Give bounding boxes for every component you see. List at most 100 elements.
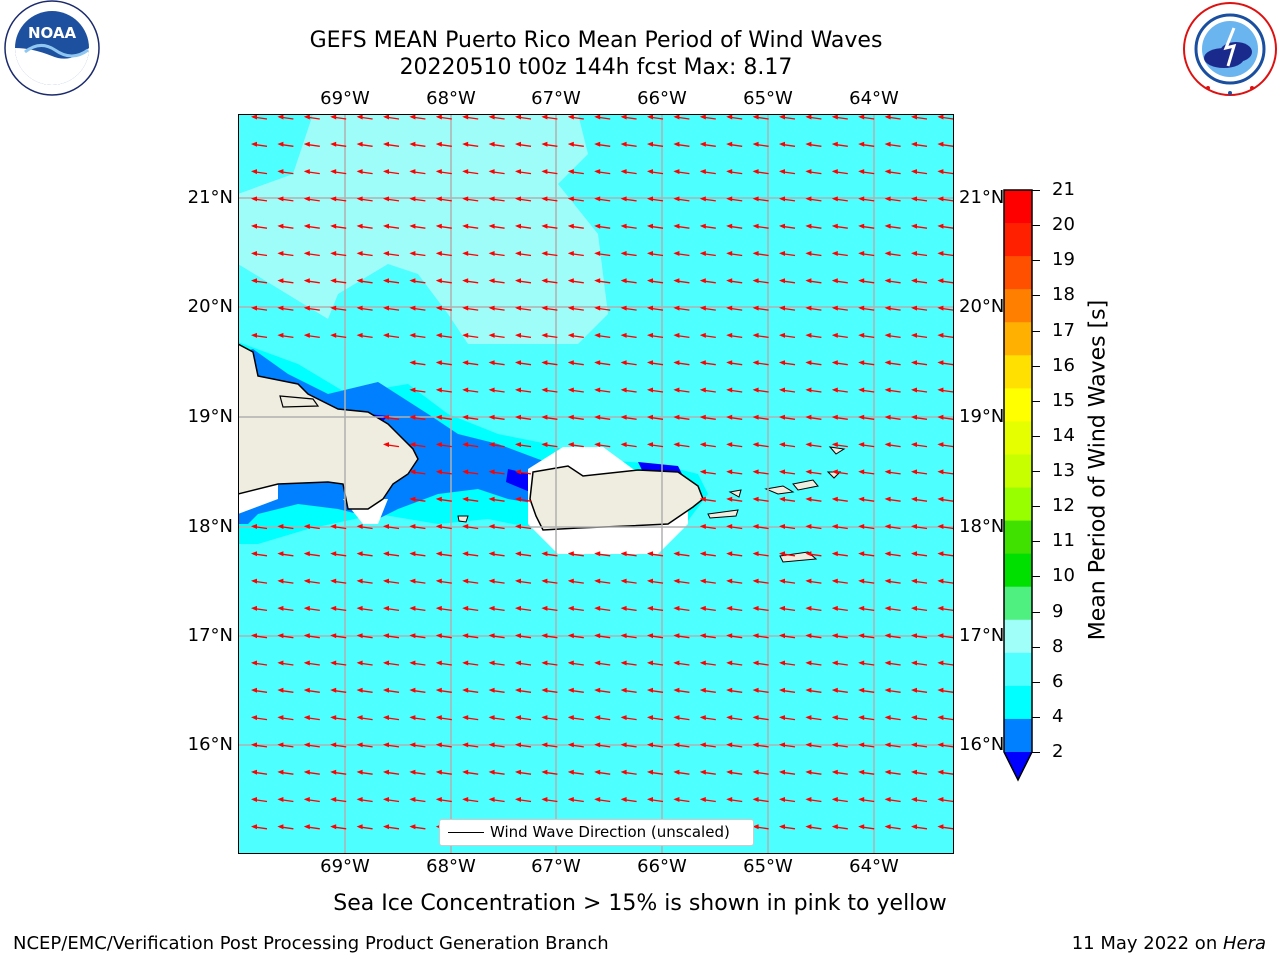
- wind-arrow: [884, 524, 901, 530]
- wind-arrow: [647, 605, 664, 612]
- wind-arrow: [937, 251, 954, 257]
- wind-arrow: [673, 769, 690, 775]
- wind-arrow: [911, 305, 928, 311]
- wind-arrow: [937, 715, 954, 721]
- wind-arrow: [831, 469, 848, 475]
- wind-arrow: [673, 414, 690, 420]
- wind-arrow: [462, 605, 479, 612]
- wind-arrow: [620, 141, 637, 147]
- wind-arrow: [409, 141, 426, 147]
- wind-arrow: [805, 524, 822, 530]
- wind-arrow: [409, 524, 426, 530]
- wind-arrow: [673, 715, 690, 721]
- wind-arrow: [752, 769, 769, 775]
- wind-arrow: [620, 442, 637, 448]
- wind-arrow: [937, 742, 954, 748]
- wind-arrow: [330, 332, 347, 339]
- wind-arrow: [699, 114, 716, 120]
- wind-arrow: [779, 578, 796, 584]
- wind-arrow: [911, 715, 928, 721]
- wind-arrow: [303, 223, 320, 229]
- wind-arrow: [726, 141, 743, 147]
- wind-arrow: [779, 223, 796, 229]
- wind-arrow: [726, 551, 743, 557]
- wind-arrow: [462, 715, 479, 721]
- wind-arrow: [937, 469, 954, 475]
- lat-tick-left-16: 16°N: [187, 734, 233, 755]
- wind-arrow: [383, 251, 400, 257]
- wind-arrow: [277, 332, 294, 339]
- colorbar-segment: [1004, 619, 1032, 654]
- wind-arrow: [699, 332, 716, 339]
- wind-arrow: [647, 305, 664, 311]
- wind-arrow: [884, 114, 901, 120]
- wind-arrow: [805, 305, 822, 311]
- wind-arrow: [831, 223, 848, 229]
- wind-arrow: [779, 305, 796, 311]
- wind-arrow: [567, 223, 584, 229]
- wind-arrow: [884, 414, 901, 420]
- wind-arrow: [435, 251, 452, 257]
- colorbar-tick-mark: [1032, 541, 1040, 543]
- wind-arrow: [541, 605, 558, 612]
- land-st-croix: [779, 551, 818, 563]
- wind-arrow: [303, 660, 320, 666]
- wind-arrow: [594, 332, 611, 339]
- wind-arrow: [647, 169, 664, 175]
- wind-arrow: [462, 332, 479, 339]
- colorbar-segment: [1004, 256, 1032, 290]
- colorbar-extend-arrow: [1004, 752, 1032, 780]
- wind-arrow: [541, 169, 558, 175]
- wind-arrow: [858, 605, 875, 612]
- wind-arrow: [911, 169, 928, 175]
- wind-arrow: [726, 332, 743, 339]
- wind-arrow: [541, 797, 558, 803]
- wind-arrow: [858, 769, 875, 775]
- wind-arrow: [858, 551, 875, 557]
- lat-tick-right-17: 17°N: [959, 625, 1005, 646]
- wind-arrow: [831, 742, 848, 748]
- wind-arrow: [567, 196, 584, 202]
- wind-arrow: [752, 496, 769, 502]
- lon-tick-top-68: 68°W: [426, 88, 476, 109]
- wind-arrow: [330, 169, 347, 175]
- colorbar-tick-mark: [1032, 365, 1040, 367]
- wind-arrow: [277, 687, 294, 693]
- wind-arrow: [277, 769, 294, 775]
- wind-arrow: [435, 687, 452, 693]
- wind-arrow: [594, 251, 611, 257]
- wind-arrow: [831, 332, 848, 339]
- wind-arrow: [726, 797, 743, 803]
- wind-arrow: [726, 169, 743, 175]
- wind-arrow: [383, 169, 400, 175]
- wind-arrow: [779, 551, 796, 557]
- wind-arrow: [356, 524, 373, 530]
- colorbar-segment: [1004, 718, 1032, 753]
- wind-arrow: [515, 660, 532, 666]
- wind-arrow: [488, 687, 505, 693]
- wind-arrow: [541, 141, 558, 147]
- wind-arrow: [594, 578, 611, 584]
- wind-arrow: [831, 169, 848, 175]
- wind-arrow: [858, 414, 875, 420]
- wind-arrow: [884, 442, 901, 448]
- wind-arrow: [647, 660, 664, 666]
- wind-arrow: [620, 251, 637, 257]
- colorbar-label: Mean Period of Wind Waves [s]: [1085, 299, 1111, 641]
- wind-arrow: [251, 797, 268, 803]
- wind-arrow: [884, 660, 901, 666]
- wind-arrow: [567, 551, 584, 557]
- wind-arrow: [409, 797, 426, 803]
- wind-arrow: [383, 223, 400, 229]
- wind-arrow: [937, 387, 954, 393]
- wind-arrow: [435, 633, 452, 639]
- wind-arrow: [858, 660, 875, 666]
- wind-arrow: [356, 742, 373, 748]
- wind-arrow: [488, 469, 505, 475]
- wind-arrow: [911, 469, 928, 475]
- wind-arrow: [884, 633, 901, 639]
- wind-arrow: [567, 578, 584, 584]
- colorbar-segment: [1004, 685, 1032, 720]
- wind-arrow: [620, 769, 637, 775]
- colorbar-segment: [1004, 322, 1032, 356]
